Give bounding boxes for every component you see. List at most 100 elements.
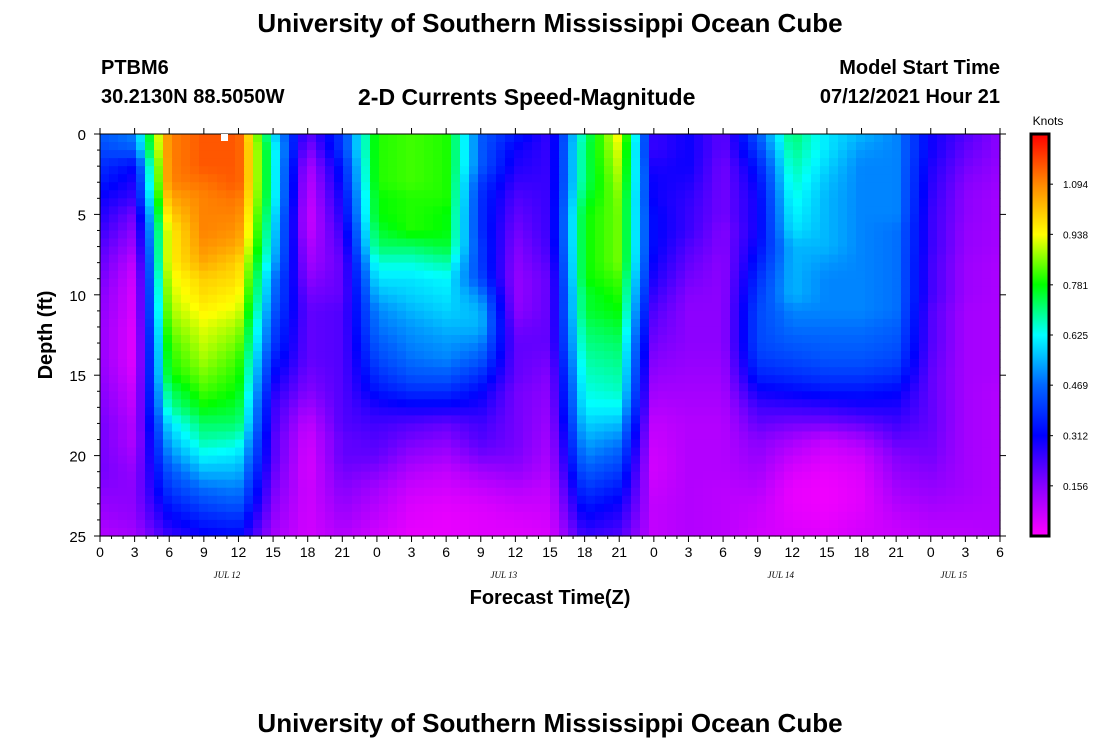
- heatmap-cell: [136, 294, 146, 304]
- heatmap-cell: [271, 423, 281, 433]
- heatmap-cell: [469, 310, 479, 320]
- heatmap-cell: [892, 367, 902, 376]
- heatmap-cell: [541, 166, 551, 175]
- heatmap-cell: [154, 527, 164, 537]
- heatmap-cell: [577, 326, 587, 336]
- heatmap-cell: [595, 351, 605, 360]
- heatmap-cell: [658, 367, 668, 376]
- heatmap-cell: [370, 222, 380, 232]
- heatmap-cell: [235, 519, 245, 529]
- heatmap-cell: [505, 351, 515, 360]
- heatmap-cell: [991, 343, 1001, 352]
- heatmap-cell: [397, 270, 407, 280]
- heatmap-cell: [262, 367, 272, 376]
- heatmap-cell: [352, 455, 362, 465]
- heatmap-cell: [955, 262, 965, 272]
- heatmap-cell: [865, 278, 875, 288]
- heatmap-cell: [352, 310, 362, 320]
- heatmap-cell: [775, 335, 785, 344]
- heatmap-cell: [487, 487, 497, 497]
- heatmap-cell: [388, 190, 398, 199]
- heatmap-cell: [190, 158, 200, 167]
- heatmap-cell: [415, 487, 425, 497]
- heatmap-cell: [253, 471, 263, 481]
- heatmap-cell: [190, 302, 200, 312]
- heatmap-cell: [883, 206, 893, 215]
- heatmap-cell: [199, 391, 209, 400]
- heatmap-cell: [658, 246, 668, 256]
- heatmap-cell: [883, 471, 893, 481]
- heatmap-cell: [568, 206, 578, 215]
- heatmap-cell: [892, 431, 902, 441]
- heatmap-cell: [829, 174, 839, 183]
- heatmap-cell: [910, 134, 920, 143]
- heatmap-cell: [910, 310, 920, 320]
- heatmap-cell: [964, 495, 974, 505]
- heatmap-cell: [460, 367, 470, 376]
- heatmap-cell: [802, 190, 812, 199]
- heatmap-cell: [946, 399, 956, 408]
- heatmap-cell: [856, 463, 866, 473]
- heatmap-cell: [640, 487, 650, 497]
- heatmap-cell: [874, 391, 884, 400]
- heatmap-cell: [469, 343, 479, 352]
- heatmap-cell: [370, 310, 380, 320]
- heatmap-cell: [748, 511, 758, 521]
- heatmap-cell: [316, 471, 326, 481]
- heatmap-cell: [451, 158, 461, 167]
- heatmap-cell: [208, 182, 218, 191]
- heatmap-cell: [676, 262, 686, 272]
- heatmap-cell: [856, 158, 866, 167]
- heatmap-cell: [613, 134, 623, 143]
- heatmap-cell: [127, 278, 137, 288]
- heatmap-cell: [181, 383, 191, 392]
- heatmap-cell: [883, 399, 893, 408]
- heatmap-cell: [208, 286, 218, 296]
- heatmap-cell: [217, 286, 227, 296]
- heatmap-cell: [667, 359, 677, 368]
- heatmap-cell: [343, 302, 353, 312]
- heatmap-cell: [838, 375, 848, 384]
- heatmap-cell: [973, 335, 983, 344]
- heatmap-cell: [181, 471, 191, 481]
- heatmap-cell: [838, 511, 848, 521]
- heatmap-cell: [874, 270, 884, 280]
- heatmap-cell: [172, 294, 182, 304]
- heatmap-cell: [235, 254, 245, 264]
- heatmap-cell: [901, 415, 911, 425]
- heatmap-cell: [514, 495, 524, 505]
- heatmap-cell: [505, 174, 515, 183]
- heatmap-cell: [181, 310, 191, 320]
- heatmap-cell: [865, 174, 875, 183]
- heatmap-cell: [730, 326, 740, 336]
- heatmap-cell: [136, 182, 146, 191]
- heatmap-cell: [217, 230, 227, 240]
- heatmap-cell: [433, 471, 443, 481]
- heatmap-cell: [721, 134, 731, 143]
- heatmap-cell: [406, 487, 416, 497]
- heatmap-cell: [766, 447, 776, 457]
- heatmap-cell: [361, 455, 371, 465]
- heatmap-cell: [595, 495, 605, 505]
- heatmap-cell: [118, 439, 128, 449]
- heatmap-cell: [685, 254, 695, 264]
- heatmap-cell: [469, 142, 479, 151]
- heatmap-cell: [982, 262, 992, 272]
- heatmap-cell: [928, 270, 938, 280]
- heatmap-cell: [649, 415, 659, 425]
- heatmap-cell: [730, 407, 740, 416]
- heatmap-cell: [253, 310, 263, 320]
- heatmap-cell: [100, 278, 110, 288]
- heatmap-cell: [199, 511, 209, 521]
- heatmap-cell: [766, 511, 776, 521]
- heatmap-cell: [595, 399, 605, 408]
- heatmap-cell: [496, 326, 506, 336]
- heatmap-cell: [748, 503, 758, 513]
- heatmap-cell: [415, 222, 425, 232]
- heatmap-cell: [532, 447, 542, 457]
- heatmap-cell: [199, 246, 209, 256]
- heatmap-cell: [910, 214, 920, 224]
- heatmap-cell: [478, 270, 488, 280]
- heatmap-cell: [820, 383, 830, 392]
- heatmap-cell: [487, 182, 497, 191]
